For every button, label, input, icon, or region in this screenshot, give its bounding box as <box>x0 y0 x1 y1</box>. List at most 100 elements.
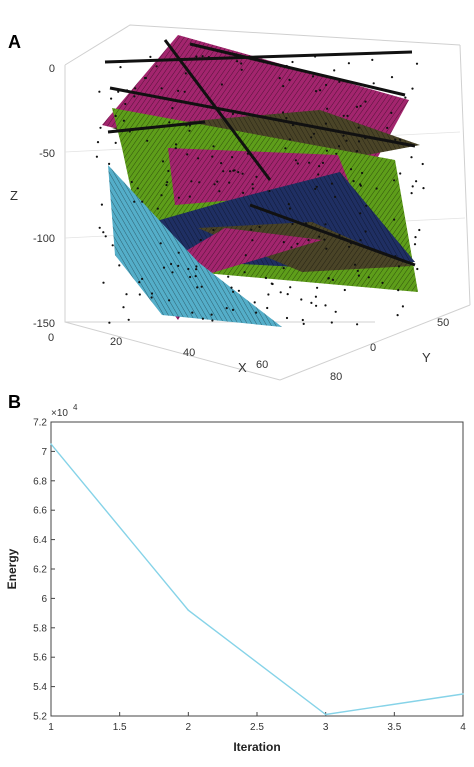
scatter-point <box>399 138 402 141</box>
x-tick-label: 2 <box>186 722 192 733</box>
scatter-point <box>421 162 424 166</box>
scatter-point <box>210 313 213 316</box>
y-axis-label: Y <box>422 350 431 365</box>
y-tick-label: 5.4 <box>33 682 47 693</box>
scatter-point <box>141 200 144 203</box>
scatter-point <box>390 111 393 114</box>
scatter-point <box>188 195 191 198</box>
scatter-point <box>177 264 180 267</box>
scatter-point <box>318 165 321 168</box>
scatter-point <box>284 147 287 150</box>
scatter-point <box>104 235 107 238</box>
scatter-point <box>307 239 310 242</box>
scatter-point <box>324 122 327 125</box>
scatter-point <box>356 150 359 153</box>
scatter-point <box>184 72 187 75</box>
scatter-point <box>364 230 367 233</box>
scatter-point <box>219 113 222 116</box>
x-tick-20: 20 <box>110 336 122 348</box>
scatter-point <box>251 239 254 242</box>
y-tick-label: 5.8 <box>33 623 47 634</box>
scatter-point <box>315 185 318 188</box>
scatter-point <box>188 124 191 127</box>
scatter-point <box>243 271 246 274</box>
scatter-point <box>133 200 136 203</box>
energy-point <box>50 443 52 445</box>
scatter-point <box>188 129 191 132</box>
x-tick-label: 3.5 <box>387 722 401 733</box>
scatter-point <box>357 126 360 129</box>
scatter-point <box>250 228 253 231</box>
scatter-point <box>404 96 407 99</box>
scatter-point <box>198 181 201 184</box>
scatter-point <box>334 310 337 313</box>
scatter-point <box>241 172 244 175</box>
scatter-point <box>342 114 345 117</box>
scatter-point <box>150 292 154 295</box>
scatter-point <box>183 90 186 93</box>
y-tick-label: 6 <box>41 594 47 605</box>
scatter-point <box>170 262 173 266</box>
scatter-point <box>136 187 139 190</box>
scatter-point <box>197 157 200 160</box>
scatter-point <box>155 65 158 68</box>
scatter-point <box>251 187 254 190</box>
scatter-point <box>330 182 334 185</box>
panel-b-line-chart: 5.2 5.4 5.6 5.8 6 6.2 6.4 6.6 6.8 7 7.2 1 1.5 2 2.5 3 3.… <box>5 403 466 754</box>
scatter-point <box>228 181 231 184</box>
scatter-point <box>117 90 120 93</box>
y-tick-label: 6.2 <box>33 565 47 576</box>
scatter-point <box>171 107 174 110</box>
scatter-point <box>127 318 130 321</box>
scatter-point <box>308 161 311 164</box>
scatter-point <box>312 132 316 135</box>
scatter-point <box>411 185 414 188</box>
energy-point <box>462 693 464 695</box>
scatter-point <box>171 271 174 274</box>
scatter-point <box>119 66 122 69</box>
scatter-point <box>177 196 180 199</box>
scatter-point <box>161 160 165 163</box>
energy-point <box>187 609 190 611</box>
scatter-point <box>240 62 243 65</box>
scatter-point <box>418 228 421 232</box>
scatter-point <box>98 226 101 229</box>
y-axis-label: Energy <box>5 548 19 589</box>
scatter-point <box>367 276 370 279</box>
scatter-point <box>146 139 149 142</box>
scatter-point <box>108 321 111 324</box>
scatter-point <box>96 141 100 144</box>
scatter-point <box>177 89 180 92</box>
scatter-point <box>290 246 293 249</box>
y-tick-label: 7 <box>41 447 47 458</box>
scatter-point <box>213 183 216 186</box>
y-tick-label: 5.2 <box>33 712 47 723</box>
z-tick-neg50: -50 <box>39 148 55 160</box>
scatter-point <box>394 255 397 258</box>
scatter-point <box>353 263 357 266</box>
y-tick-label: 6.8 <box>33 476 47 487</box>
scatter-point <box>364 137 367 140</box>
black-line-bands <box>104 39 416 267</box>
scatter-point <box>111 244 114 247</box>
scatter-point <box>349 242 352 245</box>
scatter-point <box>324 304 327 307</box>
scatter-point <box>199 238 202 242</box>
scatter-point <box>316 286 319 289</box>
scatter-point <box>225 307 228 310</box>
z-tick-neg150: -150 <box>33 318 55 330</box>
scatter-point <box>246 152 249 155</box>
scatter-point <box>177 251 180 254</box>
scatter-point <box>285 64 288 68</box>
scatter-point <box>371 58 374 62</box>
scatter-point <box>291 124 294 127</box>
scatter-point <box>156 207 159 210</box>
scatter-point <box>365 204 368 207</box>
y-tick-label: 6.4 <box>33 535 47 546</box>
scatter-point <box>349 168 353 171</box>
scatter-point <box>288 78 291 81</box>
scatter-point <box>289 286 292 289</box>
scatter-point <box>315 304 318 307</box>
scatter-point <box>338 80 341 83</box>
scatter-point <box>359 104 362 108</box>
